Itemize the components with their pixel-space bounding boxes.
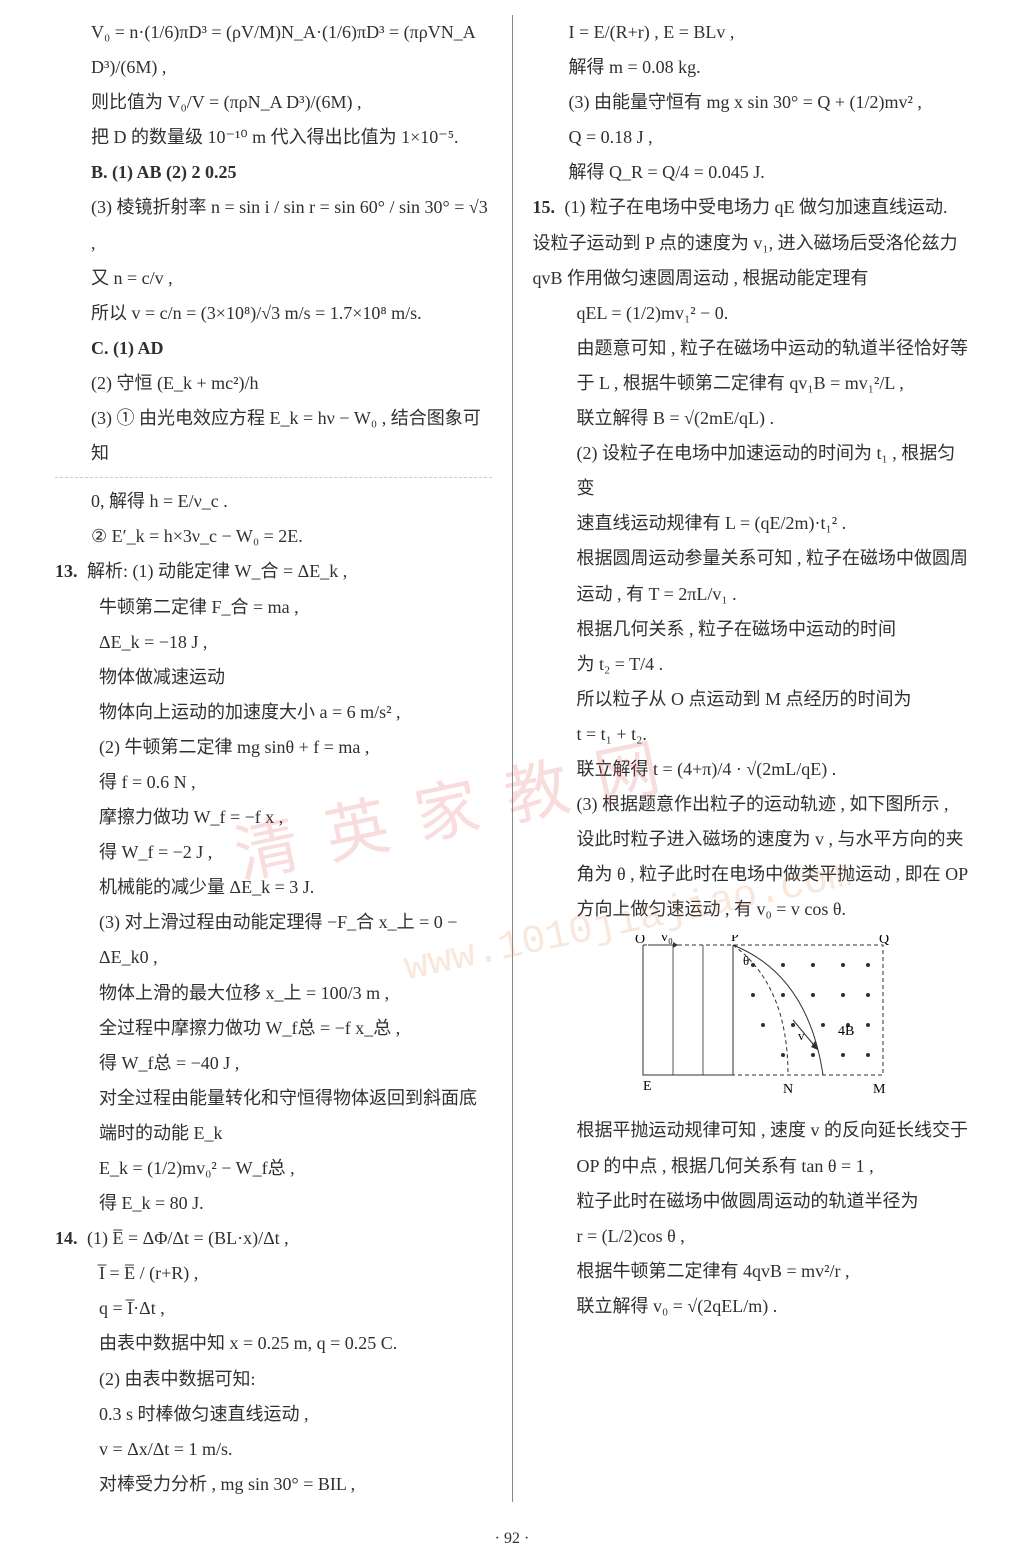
text-line: 摩擦力做功 W_f = −f x , (55, 800, 492, 835)
text-line: 由表中数据中知 x = 0.25 m, q = 0.25 C. (55, 1326, 492, 1361)
text-line: 对全过程由能量转化和守恒得物体返回到斜面底端时的动能 E_k (55, 1081, 492, 1151)
question-14: 14.(1) E̅ = ΔΦ/Δt = (BL·x)/Δt , (55, 1221, 492, 1256)
column-divider (512, 15, 513, 1502)
text-line: 由题意可知 , 粒子在磁场中运动的轨道半径恰好等 (533, 331, 970, 366)
text-line: V₀ = n·(1/6)πD³ = (ρV/M)N_A·(1/6)πD³ = (… (55, 15, 492, 85)
text-line: 则比值为 V₀/V = (πρN_A D³)/(6M) , (55, 85, 492, 120)
text-line: (2) 牛顿第二定律 mg sinθ + f = ma , (55, 730, 492, 765)
label-v0: v₀ (661, 935, 673, 945)
text-line: 联立解得 B = √(2mE/qL) . (533, 401, 970, 436)
q13-label: 13. (55, 554, 87, 589)
text-line: C. (1) AD (55, 331, 492, 366)
text-line: 速直线运动规律有 L = (qE/2m)·t₁² . (533, 506, 970, 541)
text-line: ② E′_k = h×3ν_c − W₀ = 2E. (55, 519, 492, 554)
text-line: 得 f = 0.6 N , (55, 765, 492, 800)
trajectory-diagram: O v₀ P Q E N M θ v 4B (633, 935, 893, 1105)
left-column: V₀ = n·(1/6)πD³ = (ρV/M)N_A·(1/6)πD³ = (… (55, 15, 502, 1502)
text-line: 根据圆周运动参量关系可知 , 粒子在磁场中做圆周 (533, 541, 970, 576)
page-number: · 92 · (0, 1530, 1024, 1548)
text-line: (3) 对上滑过程由动能定理得 −F_合 x_上 = 0 − ΔE_k0 , (55, 905, 492, 975)
text-line: 得 W_f = −2 J , (55, 835, 492, 870)
text-line: ΔE_k = −18 J , (55, 625, 492, 660)
text-line: 得 W_f总 = −40 J , (55, 1046, 492, 1081)
text-line: 牛顿第二定律 F_合 = ma , (55, 590, 492, 625)
text-line: v = Δx/Δt = 1 m/s. (55, 1432, 492, 1467)
q15-label: 15. (533, 190, 565, 225)
diagram-svg: O v₀ P Q E N M θ v 4B (633, 935, 893, 1105)
text-line: 全过程中摩擦力做功 W_f总 = −f x_总 , (55, 1011, 492, 1046)
text-line: 根据几何关系 , 粒子在磁场中运动的时间 (533, 612, 970, 647)
label-E: E (643, 1079, 652, 1094)
text-line: (3) ① 由光电效应方程 E_k = hν − W₀ , 结合图象可知 (55, 401, 492, 471)
text: (1) E̅ = ΔΦ/Δt = (BL·x)/Δt , (87, 1228, 289, 1248)
label-Q: Q (879, 935, 889, 947)
label-M: M (873, 1082, 886, 1097)
text-line: 于 L , 根据牛顿第二定律有 qv₁B = mv₁²/L , (533, 366, 970, 401)
text-line: 对棒受力分析 , mg sin 30° = BIL , (55, 1467, 492, 1502)
text-line: r = (L/2)cos θ , (533, 1219, 970, 1254)
text-line: E_k = (1/2)mv₀² − W_f总 , (55, 1151, 492, 1186)
text-line: 解得 m = 0.08 kg. (533, 50, 970, 85)
question-15: 15.(1) 粒子在电场中受电场力 qE 做匀加速直线运动. 设粒子运动到 P … (533, 190, 970, 295)
text-line: 根据牛顿第二定律有 4qvB = mv²/r , (533, 1254, 970, 1289)
text: (1) 粒子在电场中受电场力 qE 做匀加速直线运动. 设粒子运动到 P 点的速… (533, 197, 958, 287)
text-line: 0.3 s 时棒做匀速直线运动 , (55, 1397, 492, 1432)
label-4B: 4B (838, 1024, 854, 1039)
text-line: I̅ = E̅ / (r+R) , (55, 1256, 492, 1291)
text: 解析: (1) 动能定律 W_合 = ΔE_k , (87, 561, 347, 581)
text-line: Q = 0.18 J , (533, 120, 970, 155)
text-line: 根据平抛运动规律可知 , 速度 v 的反向延长线交于 OP 的中点 , 根据几何… (533, 1113, 970, 1183)
text-line: qEL = (1/2)mv₁² − 0. (533, 296, 970, 331)
text-line: 粒子此时在磁场中做圆周运动的轨道半径为 (533, 1184, 970, 1219)
label-O: O (635, 935, 645, 947)
page: V₀ = n·(1/6)πD³ = (ρV/M)N_A·(1/6)πD³ = (… (0, 0, 1024, 1522)
text-line: (2) 由表中数据可知: (55, 1362, 492, 1397)
text-line: 所以 v = c/n = (3×10⁸)/√3 m/s = 1.7×10⁸ m/… (55, 296, 492, 331)
text-line: (3) 棱镜折射率 n = sin i / sin r = sin 60° / … (55, 190, 492, 260)
text-line: (2) 守恒 (E_k + mc²)/h (55, 366, 492, 401)
right-column: I = E/(R+r) , E = BLv , 解得 m = 0.08 kg. … (523, 15, 970, 1502)
text-line: 联立解得 t = (4+π)/4 · √(2mL/qE) . (533, 752, 970, 787)
text-line: 解得 Q_R = Q/4 = 0.045 J. (533, 155, 970, 190)
text-line: t = t₁ + t₂. (533, 717, 970, 752)
text-line: 物体做减速运动 (55, 660, 492, 695)
text-line: (2) 设粒子在电场中加速运动的时间为 t₁ , 根据匀变 (533, 436, 970, 506)
text-line: 运动 , 有 T = 2πL/v₁ . (533, 577, 970, 612)
text-line: 又 n = c/v , (55, 261, 492, 296)
text-line: 联立解得 v₀ = √(2qEL/m) . (533, 1289, 970, 1324)
question-13: 13.解析: (1) 动能定律 W_合 = ΔE_k , (55, 554, 492, 589)
text-line: 为 t₂ = T/4 . (533, 647, 970, 682)
text-line: 0, 解得 h = E/ν_c . (55, 477, 492, 519)
text-line: (3) 由能量守恒有 mg x sin 30° = Q + (1/2)mv² , (533, 85, 970, 120)
text-line: 物体上滑的最大位移 x_上 = 100/3 m , (55, 976, 492, 1011)
text-line: (3) 根据题意作出粒子的运动轨迹 , 如下图所示 , 设此时粒子进入磁场的速度… (533, 787, 970, 927)
text-line: 把 D 的数量级 10⁻¹⁰ m 代入得出比值为 1×10⁻⁵. (55, 120, 492, 155)
text-line: q = I̅·Δt , (55, 1291, 492, 1326)
text-line: 机械能的减少量 ΔE_k = 3 J. (55, 870, 492, 905)
text-line: 物体向上运动的加速度大小 a = 6 m/s² , (55, 695, 492, 730)
label-N: N (783, 1082, 793, 1097)
text-line: 得 E_k = 80 J. (55, 1186, 492, 1221)
label-P: P (731, 935, 739, 945)
text-line: B. (1) AB (2) 2 0.25 (55, 155, 492, 190)
text-line: I = E/(R+r) , E = BLv , (533, 15, 970, 50)
label-theta: θ (743, 953, 749, 968)
q14-label: 14. (55, 1221, 87, 1256)
text-line: 所以粒子从 O 点运动到 M 点经历的时间为 (533, 682, 970, 717)
